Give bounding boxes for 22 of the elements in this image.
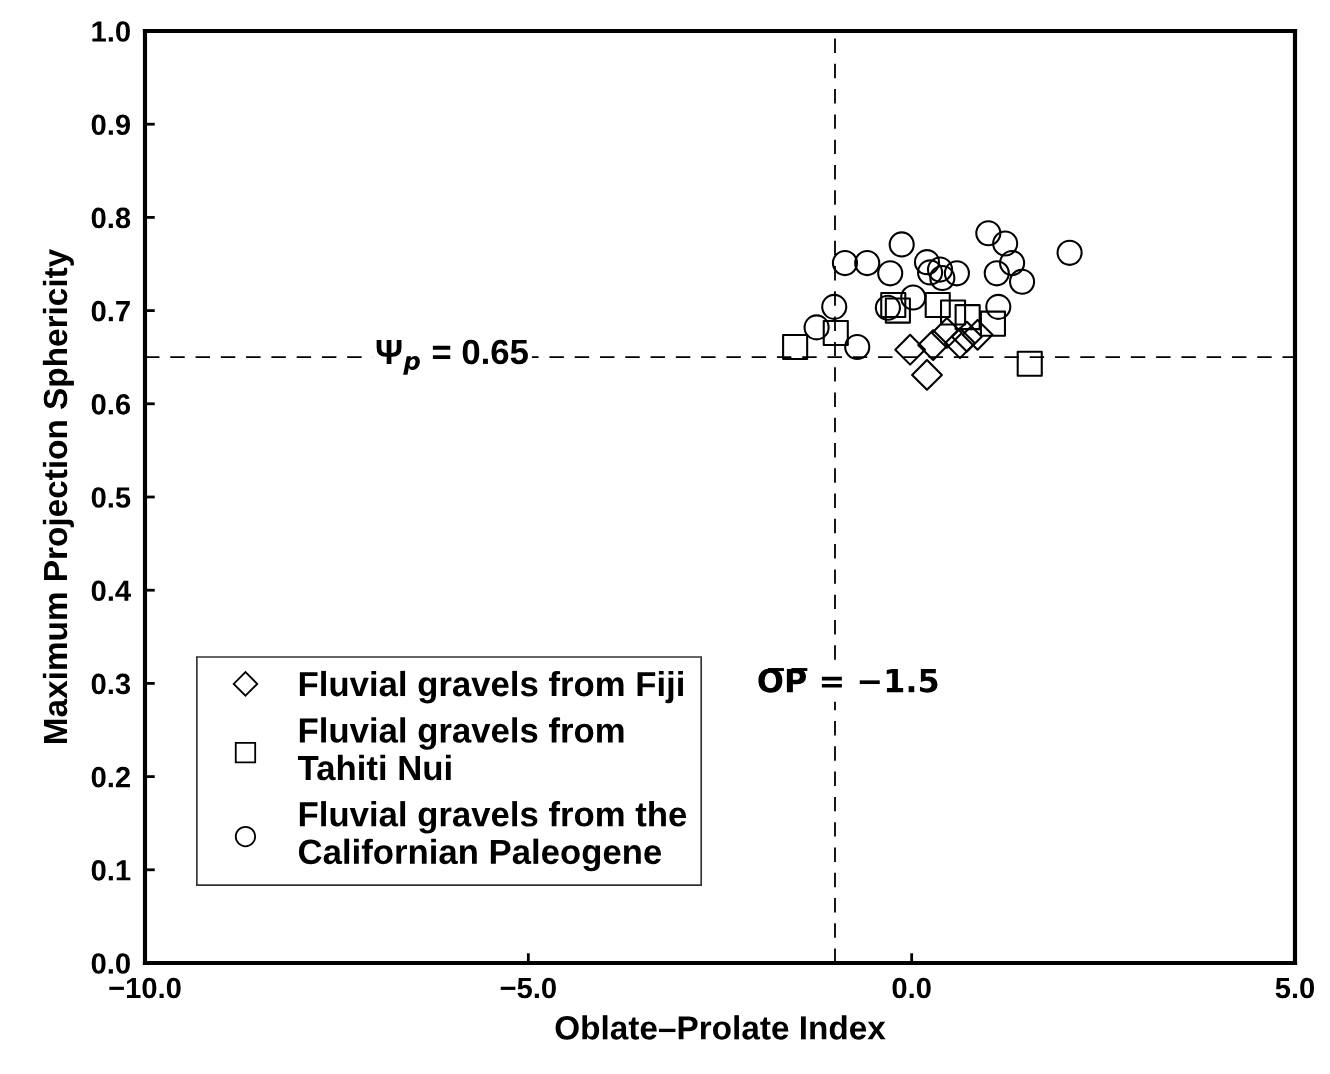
y-axis-title: Maximum Projection Sphericity: [42, 248, 74, 743]
y-tick-label: 0.9: [91, 114, 131, 136]
y-tick-label: 0.5: [91, 487, 131, 508]
y-tick-label: 0.2: [91, 766, 130, 788]
x-tick-label: 0.0: [892, 977, 931, 999]
x-tick-label: −5.0: [500, 977, 556, 999]
y-tick-label: 0.0: [91, 953, 130, 974]
x-axis-title: Oblate–Prolate Index: [555, 1015, 886, 1040]
y-tick-label: 0.4: [91, 580, 131, 602]
y-tick-label: 1.0: [92, 21, 130, 42]
x-tick-label: 5.0: [1275, 977, 1315, 999]
annotation: O̅P̅ = −1.5: [758, 668, 938, 693]
y-tick-label: 0.7: [91, 300, 130, 322]
y-tick-label: 0.8: [91, 207, 131, 229]
legend-label: Fluvial gravels from Tahiti Nui: [297, 717, 624, 781]
legend-label: Fluvial gravels from Fiji: [299, 670, 683, 704]
y-tick-label: 0.3: [91, 673, 131, 695]
x-tick-label: −10.0: [109, 977, 181, 999]
y-tick-label: 0.1: [91, 860, 131, 881]
ref-line-label: Ψ$_{p}$ = 0.65: [376, 339, 528, 375]
y-tick-label: 0.6: [91, 394, 131, 415]
legend-label: Fluvial gravels from the Californian Paleogene: [298, 801, 687, 872]
